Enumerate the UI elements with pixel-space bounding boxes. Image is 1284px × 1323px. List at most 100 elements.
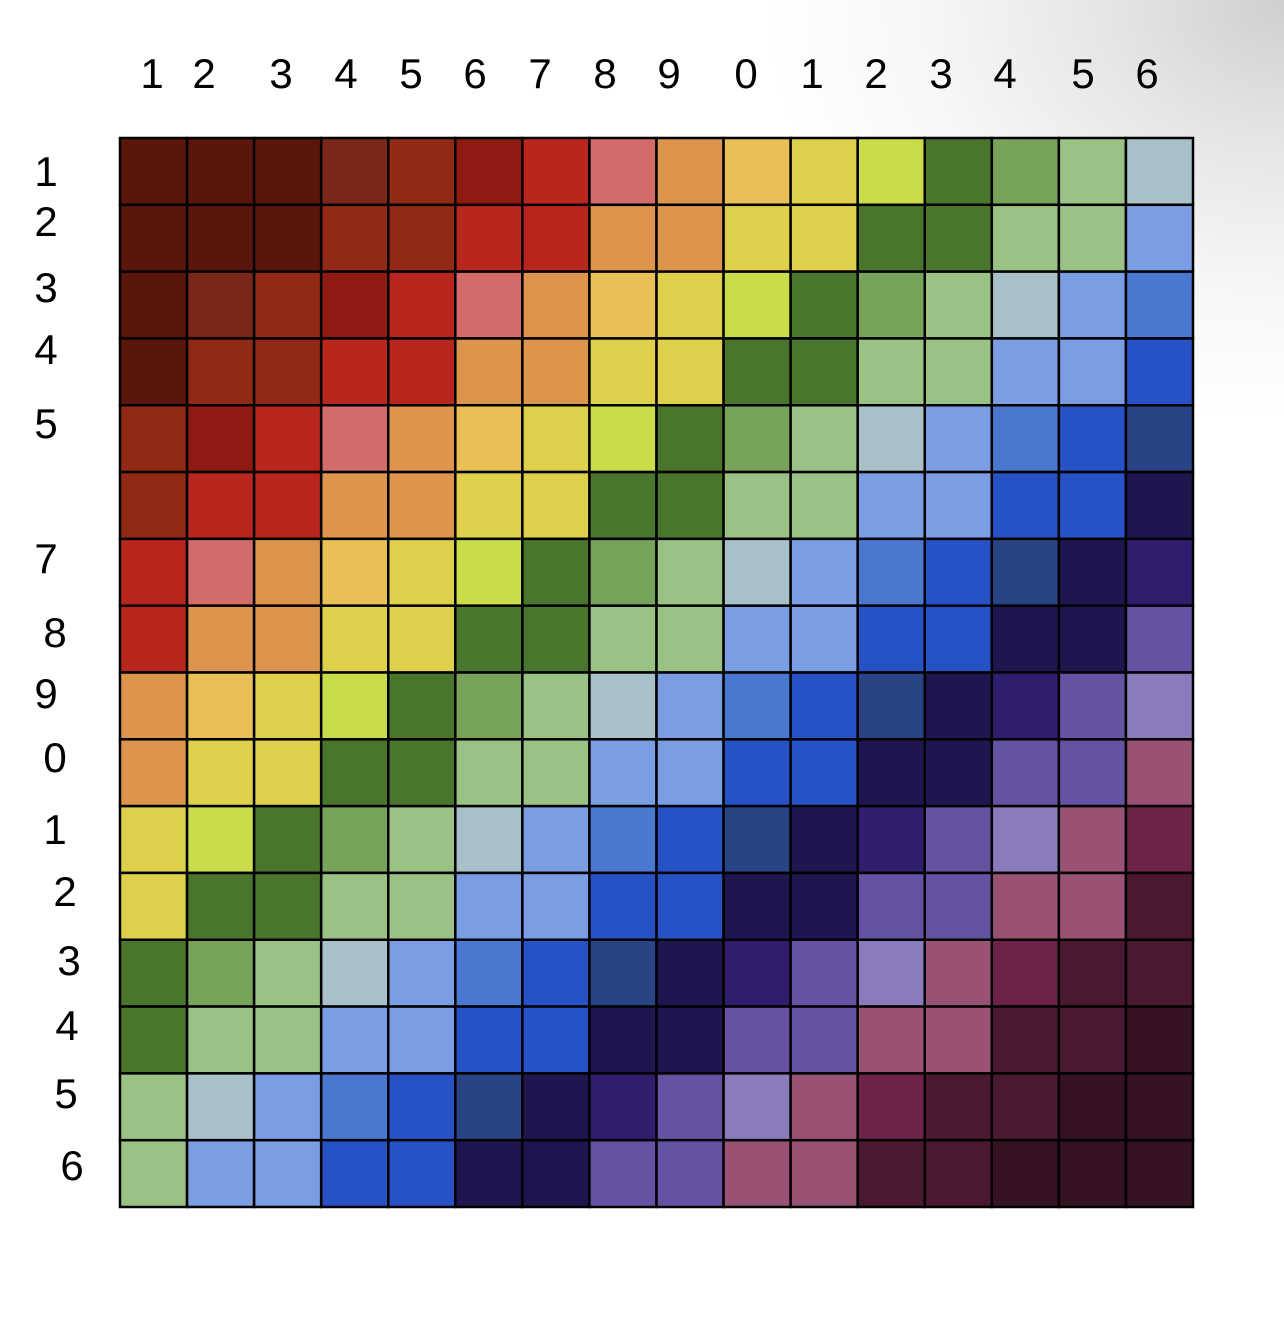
x-tick-label: 5 (1071, 50, 1094, 97)
heatmap-cell-r8-c13 (923, 604, 994, 674)
heatmap-cell-r7-c1 (118, 537, 189, 607)
heatmap-cell-r6-c14 (990, 470, 1061, 541)
heatmap-cell-r13-c1 (118, 938, 189, 1008)
heatmap-cell-r16-c1 (118, 1138, 189, 1209)
heatmap-cell-r3-c9 (655, 270, 725, 340)
heatmap-cell-r2-c7 (521, 203, 591, 273)
heatmap-cell-r11-c3 (252, 804, 323, 875)
heatmap-cell-r12-c3 (252, 871, 323, 941)
heatmap-cell-r11-c2 (185, 804, 256, 875)
heatmap-cell-r2-c4 (319, 203, 390, 273)
heatmap-cell-r6-c16 (1124, 470, 1195, 541)
heatmap-cell-r5-c16 (1124, 404, 1195, 474)
heatmap-cell-r7-c4 (319, 537, 390, 607)
heatmap-cell-r9-c14 (990, 671, 1061, 741)
heatmap-cell-r4-c12 (856, 337, 926, 407)
heatmap-cell-r1-c7 (521, 136, 591, 207)
heatmap-cell-r6-c4 (319, 470, 390, 541)
heatmap-cell-r9-c9 (655, 671, 725, 741)
heatmap-cell-r13-c11 (789, 938, 859, 1008)
heatmap-cell-r16-c12 (856, 1138, 926, 1209)
heatmap-cell-r15-c4 (319, 1072, 390, 1142)
heatmap-cell-r1-c6 (454, 136, 524, 207)
y-tick-label: 5 (54, 1070, 77, 1117)
heatmap-cell-r13-c9 (655, 938, 725, 1008)
y-tick-label: 7 (34, 535, 57, 582)
heatmap-cell-r6-c9 (655, 470, 725, 541)
heatmap-cell-r7-c15 (1057, 537, 1128, 607)
heatmap-cell-r7-c10 (722, 537, 792, 607)
heatmap-cell-r15-c1 (118, 1072, 189, 1142)
y-tick-label: 4 (55, 1002, 78, 1049)
heatmap-cell-r13-c15 (1057, 938, 1128, 1008)
heatmap-cell-r3-c11 (789, 270, 859, 340)
heatmap-cell-r7-c6 (454, 537, 524, 607)
x-tick-label: 1 (800, 50, 823, 97)
heatmap-cell-r14-c12 (856, 1005, 926, 1075)
heatmap-cell-r15-c3 (252, 1072, 323, 1142)
heatmap-cell-r16-c10 (722, 1138, 792, 1209)
heatmap-cell-r2-c11 (789, 203, 859, 273)
x-tick-label: 4 (993, 50, 1016, 97)
heatmap-cell-r10-c16 (1124, 738, 1195, 808)
heatmap-cell-r12-c11 (789, 871, 859, 941)
heatmap-cell-r15-c16 (1124, 1072, 1195, 1142)
heatmap-cell-r14-c2 (185, 1005, 256, 1075)
x-tick-label: 0 (734, 50, 757, 97)
heatmap-cell-r13-c4 (319, 938, 390, 1008)
heatmap-cell-r6-c10 (722, 470, 792, 541)
heatmap-cell-r15-c9 (655, 1072, 725, 1142)
heatmap-cell-r1-c8 (588, 136, 658, 207)
heatmap-cell-r15-c5 (387, 1072, 457, 1142)
heatmap-cell-r4-c9 (655, 337, 725, 407)
heatmap-cell-r14-c16 (1124, 1005, 1195, 1075)
heatmap-cell-r10-c7 (521, 738, 591, 808)
heatmap-cell-r10-c6 (454, 738, 524, 808)
heatmap-cell-r12-c10 (722, 871, 792, 941)
heatmap-cell-r16-c15 (1057, 1138, 1128, 1209)
heatmap-cell-r13-c6 (454, 938, 524, 1008)
y-tick-label: 3 (57, 937, 80, 984)
heatmap-cell-r7-c11 (789, 537, 859, 607)
heatmap-cell-r5-c5 (387, 404, 457, 474)
heatmap-cell-r3-c15 (1057, 270, 1128, 340)
y-tick-label: 4 (34, 326, 57, 373)
heatmap-cell-r3-c14 (990, 270, 1061, 340)
heatmap-cell-r6-c8 (588, 470, 658, 541)
heatmap-cell-r2-c15 (1057, 203, 1128, 273)
heatmap-cell-r4-c6 (454, 337, 524, 407)
heatmap-cell-r12-c16 (1124, 871, 1195, 941)
heatmap-cell-r7-c2 (185, 537, 256, 607)
heatmap-cell-r6-c6 (454, 470, 524, 541)
x-tick-label: 3 (269, 50, 292, 97)
heatmap-cell-r12-c2 (185, 871, 256, 941)
heatmap-cell-r1-c1 (118, 136, 189, 207)
heatmap-cell-r7-c8 (588, 537, 658, 607)
heatmap-cell-r4-c3 (252, 337, 323, 407)
heatmap-cell-r15-c2 (185, 1072, 256, 1142)
heatmap-cell-r6-c13 (923, 470, 994, 541)
x-tick-label: 1 (140, 50, 163, 97)
heatmap-cell-r2-c2 (185, 203, 256, 273)
heatmap-cell-r8-c7 (521, 604, 591, 674)
heatmap-cell-r3-c12 (856, 270, 926, 340)
heatmap-cell-r1-c4 (319, 136, 390, 207)
heatmap-cell-r6-c7 (521, 470, 591, 541)
heatmap-cell-r5-c6 (454, 404, 524, 474)
heatmap-cell-r4-c10 (722, 337, 792, 407)
heatmap-cell-r7-c7 (521, 537, 591, 607)
heatmap-cell-r6-c5 (387, 470, 457, 541)
heatmap-cell-r2-c8 (588, 203, 658, 273)
heatmap-cell-r1-c14 (990, 136, 1061, 207)
heatmap-cell-r5-c10 (722, 404, 792, 474)
heatmap-cell-r5-c15 (1057, 404, 1128, 474)
heatmap-cell-r14-c15 (1057, 1005, 1128, 1075)
heatmap-cell-r14-c8 (588, 1005, 658, 1075)
heatmap-cell-r13-c7 (521, 938, 591, 1008)
heatmap-cell-r3-c13 (923, 270, 994, 340)
y-tick-label: 3 (34, 264, 57, 311)
heatmap-cell-r4-c16 (1124, 337, 1195, 407)
heatmap-cell-r11-c14 (990, 804, 1061, 875)
